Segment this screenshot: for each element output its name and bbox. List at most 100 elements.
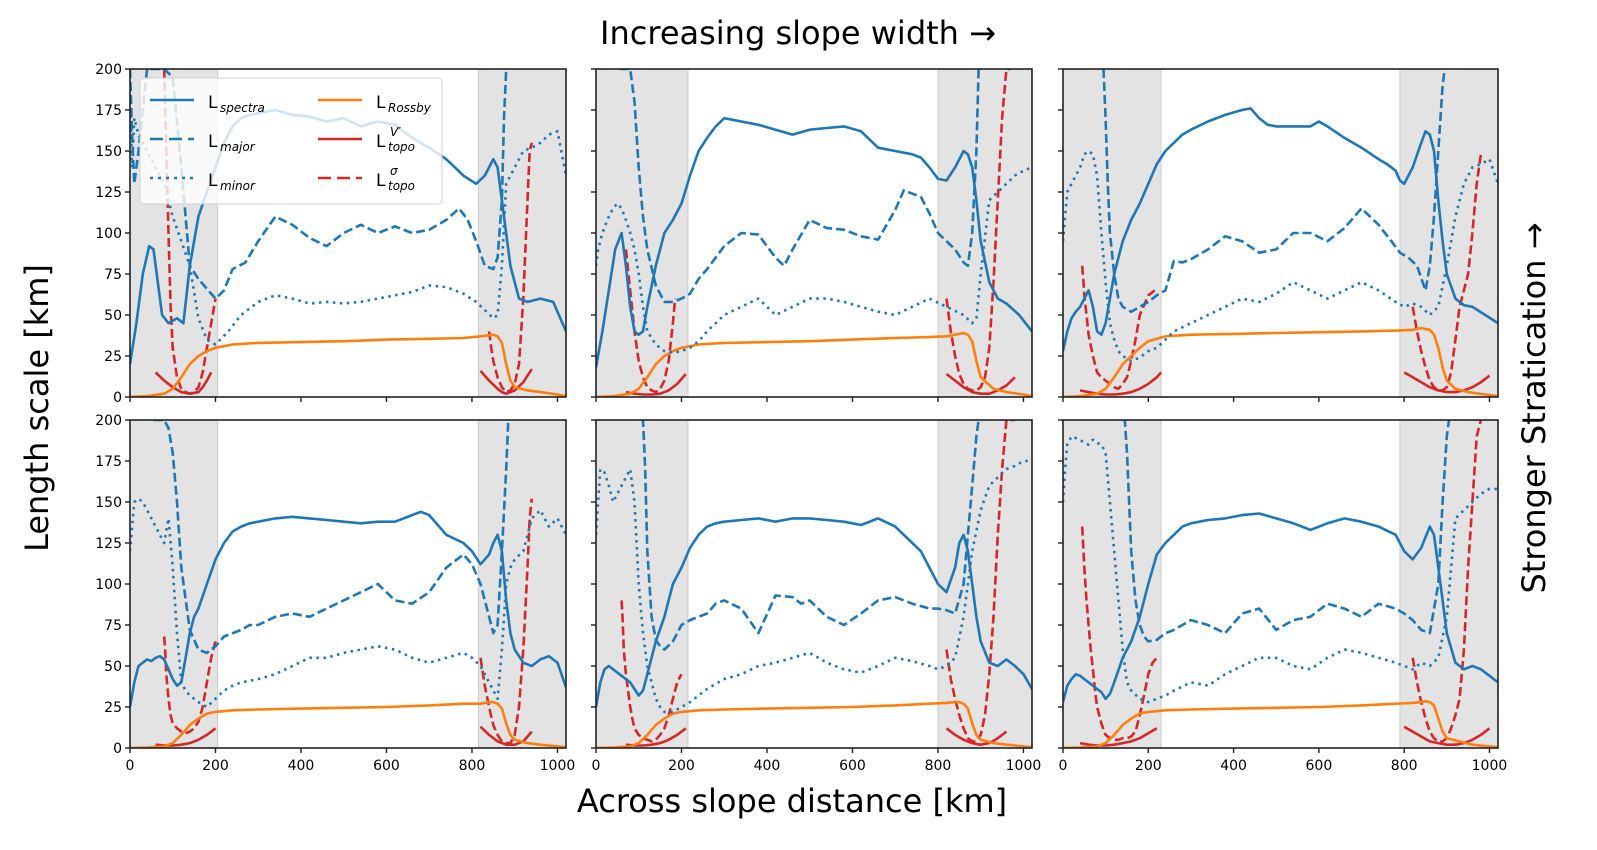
x-tick-label: 400	[1220, 758, 1247, 774]
legend-label-sub: Rossby	[388, 101, 432, 115]
y-tick-label: 25	[104, 349, 122, 365]
y-tick-label: 125	[95, 185, 122, 201]
series-topo_v-0	[625, 373, 687, 396]
series-minor	[1063, 149, 1498, 363]
series-major	[640, 420, 980, 651]
series-minor	[596, 459, 1032, 714]
series-rossby	[1063, 699, 1498, 748]
x-tick-label: 400	[754, 758, 781, 774]
series-topo_sigma-0	[162, 636, 217, 735]
legend-label-base: L	[208, 93, 218, 113]
shelf-shading-0	[1062, 419, 1162, 749]
x-tick-label: 200	[668, 758, 695, 774]
series-major	[130, 69, 508, 300]
x-tick-label: 600	[1306, 758, 1333, 774]
series-major	[1102, 69, 1446, 314]
plot-area	[130, 420, 566, 748]
series-topo_v-1	[479, 368, 533, 396]
y-tick-label: 0	[113, 741, 122, 757]
x-tick-label: 800	[925, 758, 952, 774]
y-tick-label: 25	[104, 700, 122, 716]
y-tick-label: 125	[95, 536, 122, 552]
x-axis-label: Across slope distance [km]	[577, 782, 1007, 820]
series-major	[1122, 420, 1451, 643]
x-tick-label: 600	[373, 758, 400, 774]
legend-entry-rossby: L Rossby	[376, 93, 432, 115]
x-tick-label: 800	[1391, 758, 1418, 774]
series-rossby	[130, 700, 566, 748]
series-topo_v-0	[154, 371, 213, 396]
series-spectra	[130, 510, 566, 708]
y-tick-label: 150	[95, 144, 122, 160]
series-topo_v-1	[945, 372, 1016, 396]
shelf-shading-1	[937, 419, 1033, 749]
plot-area	[1063, 420, 1498, 748]
legend-label-sub: topo	[388, 179, 415, 193]
y-tick-label: 100	[95, 577, 122, 593]
y-tick-label: 0	[113, 390, 122, 406]
y-tick-label: 200	[95, 413, 122, 429]
panel-1-0: 0 25 50 75 100 125 150 175 200 0 200 400 600 800 1000	[95, 413, 575, 774]
x-tick-label: 800	[459, 758, 486, 774]
series-rossby	[130, 333, 566, 397]
panel-1-2: 0 200 400 600 800 1000	[1058, 419, 1508, 774]
legend-label-sub: major	[220, 140, 256, 154]
series-major	[619, 69, 980, 304]
y-tick-label: 75	[104, 618, 122, 634]
shelf-shading-1	[477, 419, 567, 749]
legend-label-sub: minor	[220, 179, 256, 193]
y-tick-label: 150	[95, 495, 122, 511]
y-tick-label: 175	[95, 103, 122, 119]
series-topo_v-1	[945, 727, 1008, 747]
x-tick-label: 1000	[1006, 758, 1042, 774]
x-tick-label: 0	[126, 758, 135, 774]
legend-label-base: L	[208, 171, 218, 191]
legend-label-sup: V′	[390, 125, 401, 139]
x-tick-label: 200	[1135, 758, 1162, 774]
panel-1-1: 0 200 400 600 800 1000	[591, 419, 1042, 774]
x-tick-label: 400	[288, 758, 315, 774]
x-tick-label: 0	[1059, 758, 1068, 774]
shelf-shading-0	[595, 68, 689, 398]
shelf-shading-0	[1062, 68, 1162, 398]
legend-label-sup: σ	[390, 164, 398, 178]
plot-area	[596, 420, 1032, 748]
series-rossby	[596, 700, 1032, 748]
series-topo_sigma-1	[945, 420, 1015, 743]
shelf-shading-1	[1399, 68, 1499, 398]
plot-area	[1063, 69, 1498, 397]
shelf-shading-1	[1399, 419, 1499, 749]
series-spectra	[596, 116, 1032, 368]
plot-area	[130, 69, 566, 397]
right-row-label: Stronger Stratication →	[1515, 222, 1553, 593]
legend-label-base: L	[376, 171, 386, 191]
series-topo_sigma-1	[945, 69, 1011, 392]
series-rossby	[596, 331, 1032, 397]
series-minor	[130, 101, 566, 346]
series-topo_sigma-1	[479, 498, 534, 745]
series-minor	[1063, 435, 1498, 704]
legend-box	[139, 77, 443, 205]
legend-label-base: L	[376, 93, 386, 113]
y-tick-label: 200	[95, 62, 122, 78]
x-tick-label: 600	[839, 758, 866, 774]
x-tick-label: 0	[592, 758, 601, 774]
figure-title: Increasing slope width →	[600, 14, 996, 52]
series-spectra	[1063, 512, 1498, 703]
y-tick-label: 100	[95, 226, 122, 242]
series-rossby	[1063, 326, 1498, 397]
series-major	[153, 420, 510, 655]
x-tick-label: 1000	[540, 758, 576, 774]
plot-area	[596, 69, 1032, 397]
legend-label-sub: topo	[388, 140, 415, 154]
y-tick-label: 175	[95, 454, 122, 470]
y-tick-label: 50	[104, 308, 122, 324]
x-tick-label: 1000	[1472, 758, 1508, 774]
legend-label-base: L	[376, 132, 386, 152]
